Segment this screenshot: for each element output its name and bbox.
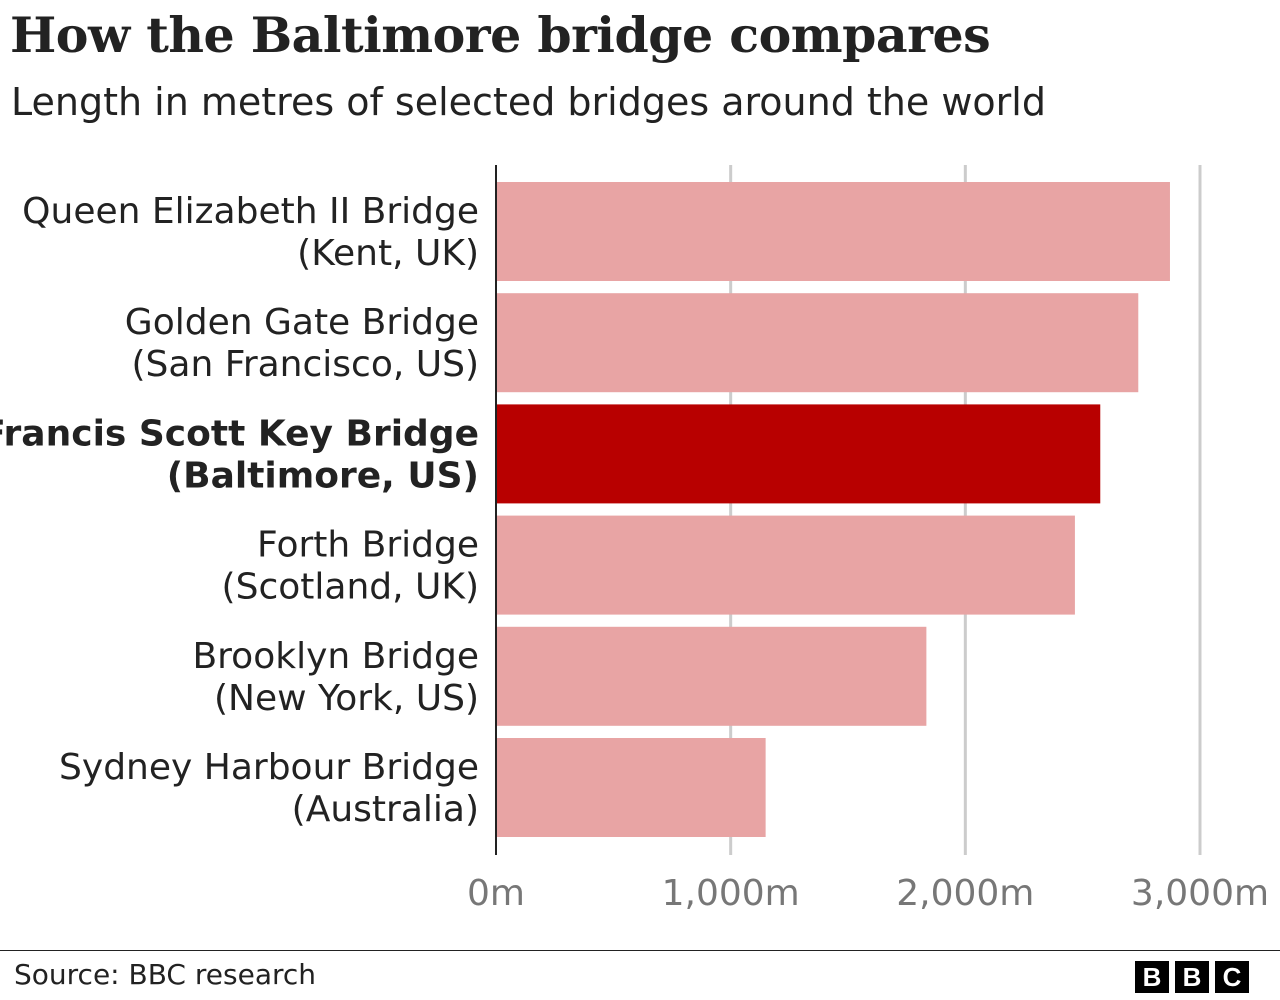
logo-letter: B [1135,961,1169,993]
bar [496,293,1139,393]
logo-letter: B [1175,961,1209,993]
bar [496,515,1075,615]
x-tick-label: 0m [467,873,525,914]
category-label: (Scotland, UK) [222,567,479,608]
footer-divider [0,950,1280,951]
bar [496,738,766,837]
category-label: (Kent, UK) [297,233,479,274]
bar-chart: 0m 1,000m 2,000m 3,000m Queen Elizabeth II B… [0,165,1269,914]
category-label: Brooklyn Bridge [192,636,479,677]
source-note: Source: BBC research [14,958,317,991]
bar [496,404,1101,504]
category-label: Forth Bridge [257,525,479,566]
x-tick-label: 1,000m [662,873,800,914]
bar [496,626,927,726]
category-label: Sydney Harbour Bridge [59,747,479,788]
bar [496,182,1170,281]
x-tick-label: 3,000m [1131,873,1269,914]
x-tick-label: 2,000m [896,873,1034,914]
logo-letter: C [1215,961,1249,993]
category-label: Golden Gate Bridge [125,302,479,343]
bbc-logo: B B C [1135,961,1249,993]
category-label: Francis Scott Key Bridge [0,413,479,454]
chart-title: How the Baltimore bridge compares [10,6,991,64]
category-label: Queen Elizabeth II Bridge [22,191,479,232]
category-label: (New York, US) [214,678,479,719]
chart-subtitle: Length in metres of selected bridges aro… [11,80,1046,124]
category-label: (Australia) [292,789,479,830]
category-label: (San Francisco, US) [132,344,479,385]
category-label: (Baltimore, US) [167,455,479,496]
